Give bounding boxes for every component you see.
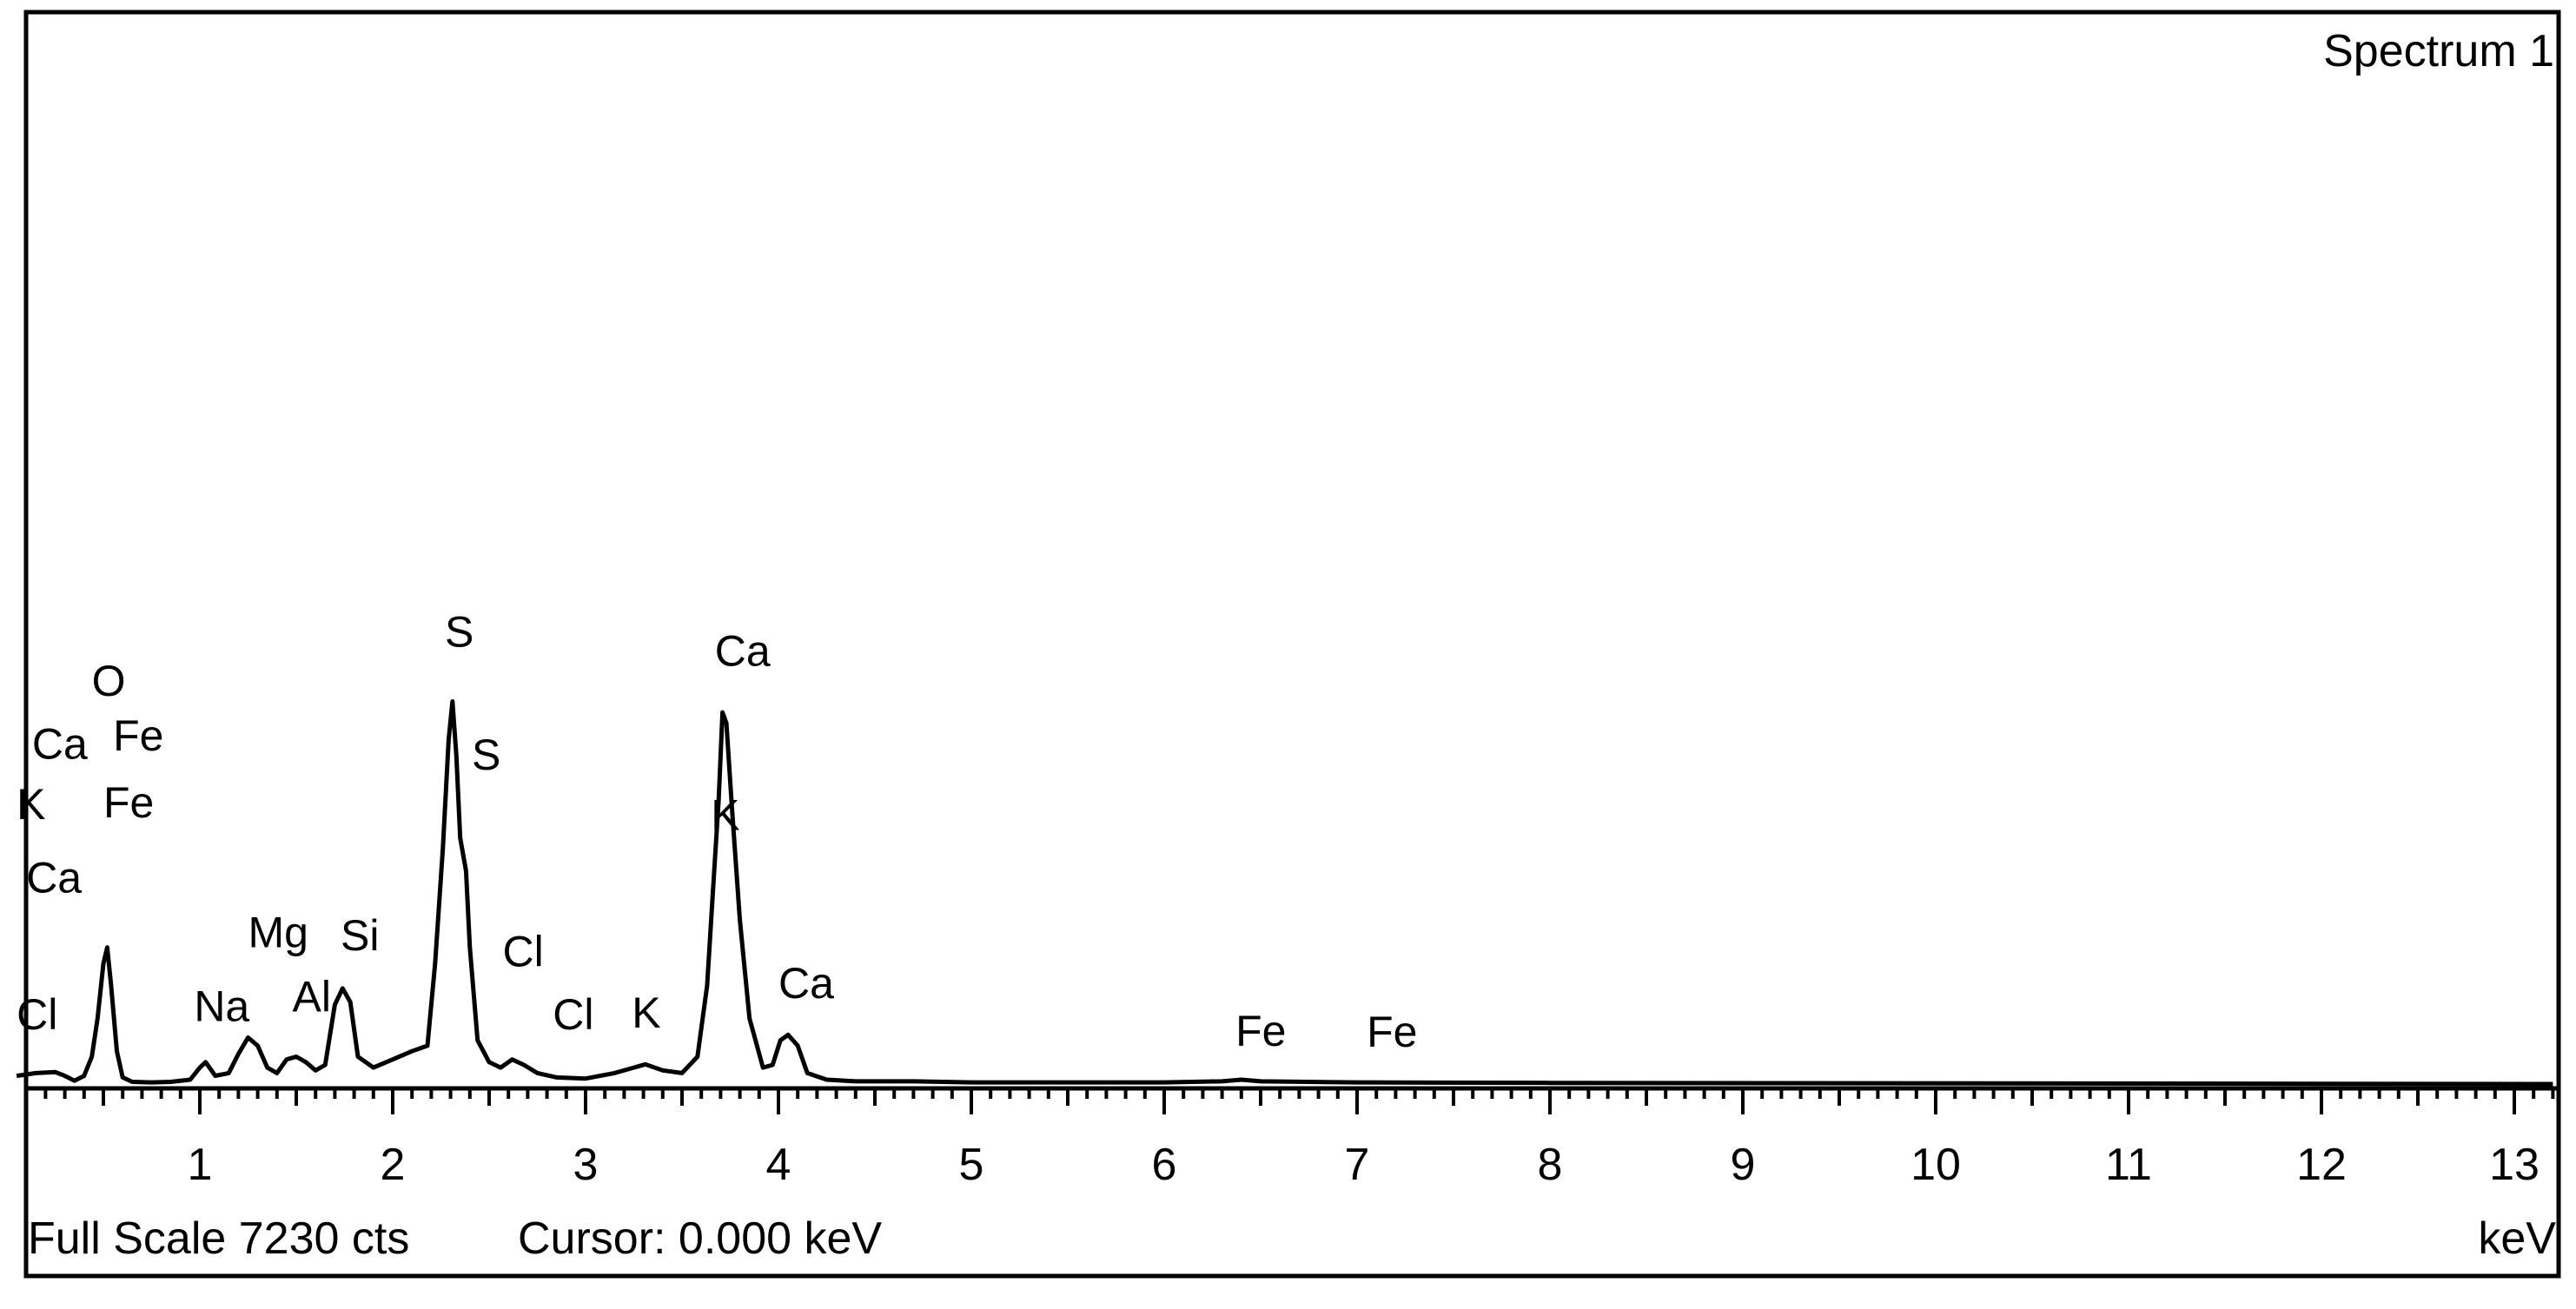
peak-label: Fe	[103, 778, 154, 827]
x-tick-label: 9	[1731, 1140, 1756, 1190]
peak-label: K	[632, 988, 660, 1037]
peak-label: Ca	[26, 854, 82, 902]
x-tick-label: 7	[1345, 1140, 1370, 1190]
x-tick-label: 8	[1538, 1140, 1563, 1190]
x-axis-unit-label: keV	[2478, 1213, 2556, 1264]
peak-label: Si	[341, 911, 379, 960]
peak-label: O	[92, 657, 126, 705]
x-tick-label: 1	[188, 1140, 213, 1190]
peak-label: S	[472, 731, 500, 779]
plot-frame	[23, 10, 2561, 1279]
peak-label: Al	[293, 972, 331, 1021]
peak-label: Cl	[503, 928, 544, 976]
peak-label: Fe	[1235, 1007, 1286, 1055]
cursor-readout: Cursor: 0.000 keV	[518, 1213, 882, 1264]
peak-label: K	[17, 780, 45, 829]
x-tick-label: 5	[959, 1140, 984, 1190]
peak-label: Cl	[553, 990, 593, 1039]
peak-label: S	[445, 608, 473, 657]
x-tick-label: 6	[1152, 1140, 1177, 1190]
peak-label: Ca	[715, 627, 771, 676]
peak-label: K	[711, 790, 739, 839]
x-tick-label: 2	[381, 1140, 406, 1190]
x-tick-label: 4	[766, 1140, 791, 1190]
peak-label: Ca	[32, 720, 88, 769]
peak-label: Fe	[1367, 1008, 1417, 1056]
peak-label: Na	[194, 982, 249, 1031]
x-ticks	[43, 1088, 2555, 1114]
peak-label: Mg	[248, 909, 308, 957]
full-scale-readout: Full Scale 7230 cts	[28, 1213, 409, 1264]
x-tick-labels: 1 2 3 4 5 6 7 8 9 10 11 12 13	[188, 1140, 2540, 1190]
x-tick-label: 13	[2489, 1140, 2540, 1190]
chart-title: Spectrum 1	[2323, 26, 2554, 76]
x-tick-label: 10	[1910, 1140, 1961, 1190]
peak-label: Cl	[17, 990, 57, 1039]
x-tick-label: 3	[573, 1140, 599, 1190]
peak-label: Fe	[113, 711, 163, 760]
x-tick-label: 11	[2105, 1140, 2152, 1190]
spectrum-series-line	[16, 699, 2553, 1087]
peak-label: Ca	[778, 959, 834, 1008]
x-tick-label: 12	[2296, 1140, 2347, 1190]
